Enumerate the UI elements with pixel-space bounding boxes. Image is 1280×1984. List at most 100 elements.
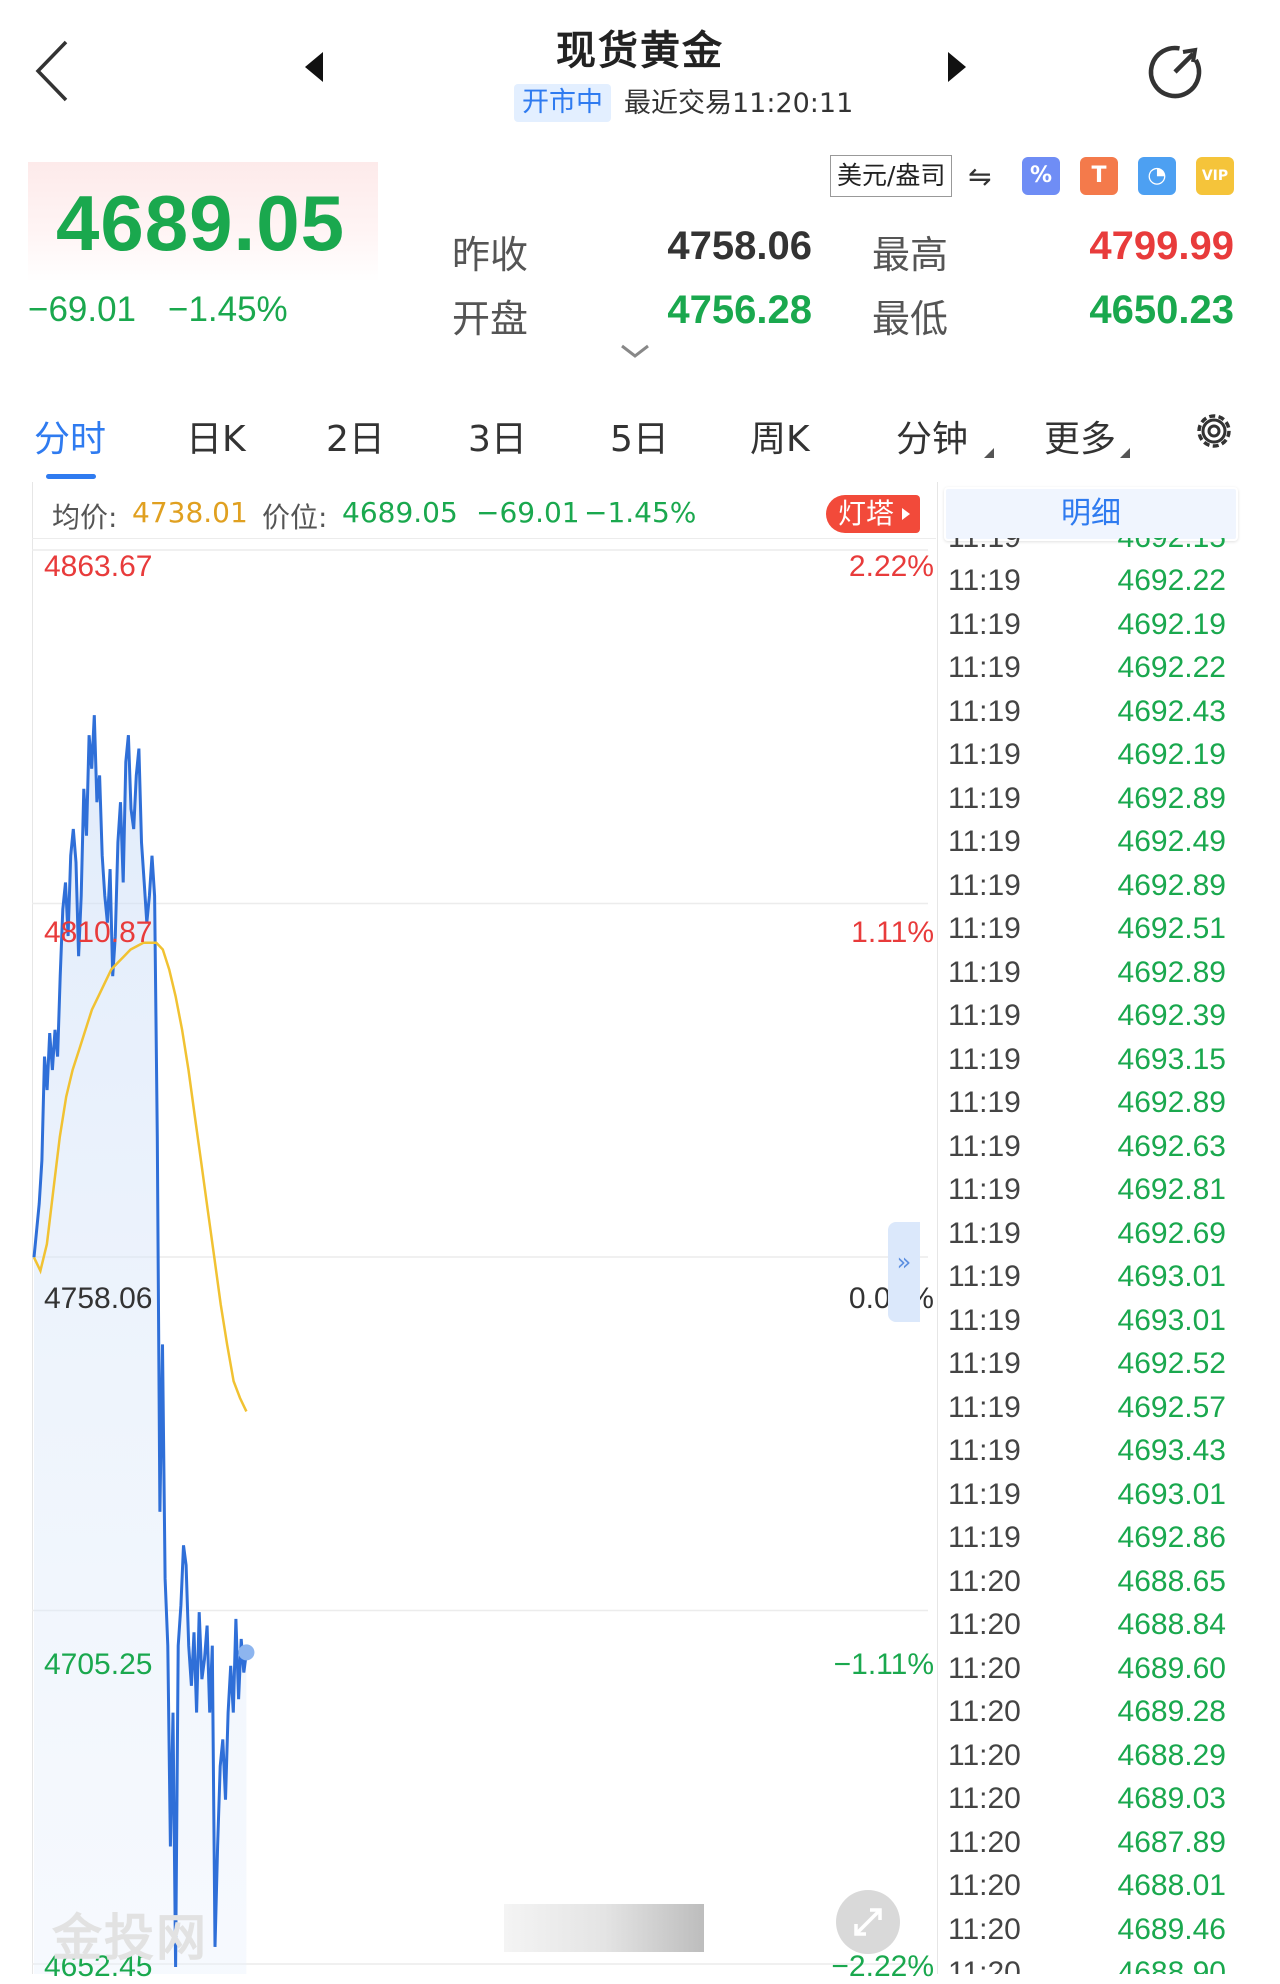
detail-row: 11:19 4692.89 xyxy=(944,1082,1240,1126)
detail-row: 11:19 4692.81 xyxy=(944,1169,1240,1213)
detail-row: 11:19 4693.15 xyxy=(944,1038,1240,1082)
next-instrument-button[interactable] xyxy=(948,52,966,82)
detail-price: 4688.29 xyxy=(1117,1738,1226,1772)
detail-price: 4688.90 xyxy=(1117,1956,1226,1974)
fullscreen-button[interactable] xyxy=(836,1890,900,1954)
detail-row: 11:19 4692.22 xyxy=(944,560,1240,604)
price-level-percent: −1.45% xyxy=(584,496,697,529)
detail-row: 11:20 4687.89 xyxy=(944,1821,1240,1865)
detail-tab[interactable]: 明细 xyxy=(944,487,1238,541)
detail-row: 11:19 4692.39 xyxy=(944,995,1240,1039)
back-button[interactable] xyxy=(28,36,78,106)
grid-lines xyxy=(32,549,928,1965)
detail-price: 4692.43 xyxy=(1117,694,1226,728)
tab-5day[interactable]: 5日 xyxy=(610,419,669,460)
average-price-line xyxy=(32,941,248,1412)
detail-time: 11:19 xyxy=(948,1477,1021,1511)
detail-time: 11:20 xyxy=(948,1738,1021,1772)
detail-row: 11:20 4689.60 xyxy=(944,1647,1240,1691)
detail-time: 11:20 xyxy=(948,1608,1021,1642)
detail-row: 11:20 4688.01 xyxy=(944,1865,1240,1909)
detail-row: 11:20 4688.84 xyxy=(944,1604,1240,1648)
refresh-button[interactable] xyxy=(1145,38,1209,102)
chevron-left-icon xyxy=(35,40,68,102)
average-price-label: 均价: xyxy=(52,501,118,534)
watermark-logo: 金投网 xyxy=(52,1909,208,1967)
tab-2day[interactable]: 2日 xyxy=(326,419,385,460)
detail-price: 4689.03 xyxy=(1117,1782,1226,1816)
detail-price: 4692.63 xyxy=(1117,1129,1226,1163)
detail-price: 4692.89 xyxy=(1117,1086,1226,1120)
y-tick-left-1: 4810.87 xyxy=(44,916,153,949)
detail-row: 11:19 4692.19 xyxy=(944,734,1240,778)
detail-time: 11:19 xyxy=(948,955,1021,989)
average-price-value: 4738.01 xyxy=(132,496,248,529)
detail-row: 11:19 4692.69 xyxy=(944,1212,1240,1256)
tab-daily-k[interactable]: 日K xyxy=(186,419,246,460)
open-value: 4756.28 xyxy=(667,288,812,332)
expand-icon xyxy=(854,1908,882,1936)
detail-time: 11:19 xyxy=(948,1347,1021,1381)
detail-price: 4692.52 xyxy=(1117,1347,1226,1381)
low-label: 最低 xyxy=(872,297,949,341)
detail-row: 11:19 4692.19 xyxy=(944,603,1240,647)
detail-price: 4692.89 xyxy=(1117,955,1226,989)
y-tick-right-3: −1.11% xyxy=(833,1648,934,1681)
previous-instrument-button[interactable] xyxy=(305,52,323,82)
detail-price: 4692.19 xyxy=(1117,738,1226,772)
y-tick-right-0: 2.22% xyxy=(848,550,934,583)
y-tick-left-0: 4863.67 xyxy=(44,550,153,583)
percent-tool-icon[interactable]: % xyxy=(1022,157,1060,195)
y-tick-left-3: 4705.25 xyxy=(44,1648,153,1681)
tab-3day[interactable]: 3日 xyxy=(468,419,527,460)
detail-row: 11:19 4693.01 xyxy=(944,1299,1240,1343)
detail-price: 4692.39 xyxy=(1117,999,1226,1033)
collapse-detail-handle[interactable]: » xyxy=(888,1222,920,1322)
settings-button[interactable] xyxy=(1192,409,1236,453)
chart-panel[interactable] xyxy=(32,482,938,1974)
tab-more[interactable]: 更多 xyxy=(1044,419,1117,460)
detail-row: 11:19 4693.01 xyxy=(944,1473,1240,1517)
detail-price: 4689.28 xyxy=(1117,1695,1226,1729)
detail-time: 11:19 xyxy=(948,651,1021,685)
detail-time: 11:19 xyxy=(948,1173,1021,1207)
detail-row: 11:19 4692.86 xyxy=(944,1517,1240,1561)
y-tick-left-2: 4758.06 xyxy=(44,1282,153,1315)
detail-price: 4688.01 xyxy=(1117,1869,1226,1903)
trade-detail-list[interactable]: 11:194692.1511:194692.2211:194692.1911:1… xyxy=(944,538,1240,1974)
detail-price: 4688.84 xyxy=(1117,1608,1226,1642)
currency-unit-button[interactable]: 美元/盎司 xyxy=(830,155,953,197)
last-trade-time: 最近交易11:20:11 xyxy=(624,88,854,119)
tab-intraday[interactable]: 分时 xyxy=(34,419,107,460)
detail-price: 4693.43 xyxy=(1117,1434,1226,1468)
detail-time: 11:20 xyxy=(948,1869,1021,1903)
price-change: −69.01 xyxy=(28,290,137,329)
detail-time: 11:19 xyxy=(944,538,1021,555)
detail-price: 4692.19 xyxy=(1117,607,1226,641)
low-value: 4650.23 xyxy=(1089,288,1234,332)
lighthouse-button[interactable]: 灯塔 xyxy=(826,495,921,533)
detail-price: 4692.89 xyxy=(1117,781,1226,815)
swap-icon[interactable]: ⇋ xyxy=(968,160,992,193)
gear-icon xyxy=(1197,414,1231,448)
detail-time: 11:19 xyxy=(948,1521,1021,1555)
detail-time: 11:20 xyxy=(948,1912,1021,1946)
detail-row: 11:19 4692.22 xyxy=(944,647,1240,691)
detail-row: 11:20 4688.90 xyxy=(944,1952,1240,1974)
detail-time: 11:19 xyxy=(948,1303,1021,1337)
tab-minute[interactable]: 分钟 xyxy=(896,419,969,460)
y-tick-right-1: 1.11% xyxy=(851,916,934,949)
vip-icon[interactable]: VIP xyxy=(1196,157,1234,195)
detail-price: 4692.22 xyxy=(1117,564,1226,598)
detail-time: 11:20 xyxy=(948,1651,1021,1685)
detail-price: 4692.89 xyxy=(1117,868,1226,902)
price-line xyxy=(32,715,248,1968)
detail-row: 11:20 4689.28 xyxy=(944,1691,1240,1735)
detail-price: 4693.01 xyxy=(1117,1477,1226,1511)
tower-tool-icon[interactable]: T xyxy=(1080,157,1118,195)
intraday-chart[interactable] xyxy=(32,540,936,1974)
pie-chart-icon[interactable]: ◔ xyxy=(1138,157,1176,195)
expand-quote-button[interactable] xyxy=(620,342,650,362)
tab-weekly-k[interactable]: 周K xyxy=(750,419,810,460)
detail-time: 11:19 xyxy=(948,738,1021,772)
